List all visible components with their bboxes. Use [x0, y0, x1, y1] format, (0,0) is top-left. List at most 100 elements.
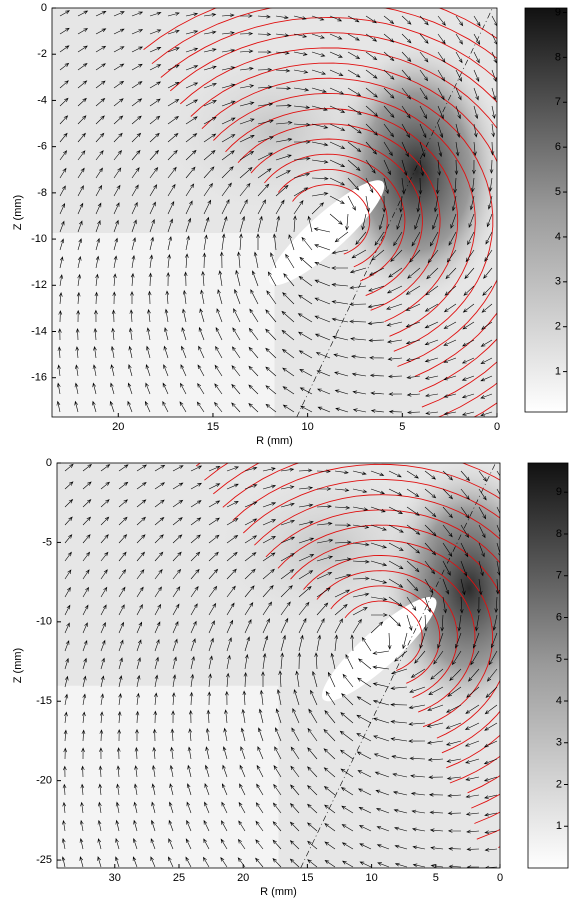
arrow [311, 176, 329, 181]
arrow [299, 369, 313, 377]
y-tick-label: -20 [36, 775, 52, 787]
arrow [352, 576, 370, 581]
arrow [111, 327, 115, 341]
arrow [207, 691, 212, 706]
arrow [232, 327, 241, 341]
arrow [220, 838, 228, 850]
arrow [261, 671, 265, 687]
colorbar-tick-label: 8 [556, 528, 562, 540]
arrow [262, 601, 273, 616]
arrow [437, 632, 444, 649]
arrow [388, 596, 403, 607]
arrow [185, 838, 192, 850]
arrow [226, 672, 230, 688]
arrow [372, 682, 390, 688]
arrow [486, 213, 493, 228]
x-tick-label: 20 [237, 872, 249, 884]
arrow [408, 722, 426, 726]
arrow [149, 64, 162, 71]
arrow [272, 802, 282, 814]
arrow [382, 195, 386, 213]
arrow [166, 272, 170, 287]
arrow [298, 570, 314, 580]
arrow [208, 673, 212, 688]
arrow [443, 303, 457, 313]
arrow [473, 105, 479, 120]
arrow [334, 634, 339, 652]
arrow [216, 308, 223, 323]
arrow [203, 150, 216, 161]
y-tick-label: -2 [37, 48, 47, 60]
arrow [490, 141, 495, 156]
arrow [314, 262, 331, 269]
arrow [97, 819, 102, 832]
arrow [495, 578, 500, 595]
arrow [316, 587, 331, 598]
arrow [314, 297, 331, 305]
x-tick-label: 10 [302, 421, 314, 433]
arrow [208, 620, 215, 634]
arrow [430, 668, 444, 680]
arrow [478, 560, 484, 577]
arrow [334, 540, 352, 545]
arrow [148, 272, 153, 287]
y-tick-label: 0 [46, 457, 52, 469]
arrow [208, 517, 220, 526]
arrow [340, 712, 354, 724]
arrow [472, 159, 476, 175]
arrow [281, 310, 295, 323]
arrow [187, 764, 192, 778]
arrow [169, 764, 174, 778]
arrow [243, 672, 248, 688]
arrow [113, 63, 125, 71]
arrow [484, 830, 498, 834]
arrow [433, 650, 444, 665]
arrow [351, 372, 367, 377]
arrow [131, 115, 142, 125]
arrow [358, 788, 372, 796]
arrow [434, 195, 439, 213]
arrow [282, 292, 295, 305]
arrow [77, 115, 87, 125]
arrow [262, 467, 276, 472]
arrow [470, 650, 480, 666]
arrow [262, 652, 267, 670]
arrow [110, 345, 115, 359]
arrow [167, 218, 173, 233]
arrow [185, 116, 198, 125]
arrow [334, 389, 349, 395]
arrow [290, 746, 300, 760]
arrow [239, 118, 255, 125]
arrow [367, 321, 385, 326]
arrow [162, 382, 169, 395]
arrow [257, 152, 274, 161]
arrow [316, 618, 325, 634]
arrow [149, 149, 160, 161]
arrow [255, 802, 264, 814]
arrow [131, 254, 136, 269]
arrow [190, 500, 202, 508]
arrow [82, 481, 92, 490]
arrow [293, 87, 310, 92]
arrow [331, 282, 349, 287]
arrow [334, 604, 348, 616]
arrow [99, 747, 103, 760]
arrow [77, 273, 81, 287]
arrow [401, 51, 412, 62]
streamline [344, 600, 423, 671]
y-tick-label: -5 [42, 536, 52, 548]
arrow [455, 141, 460, 157]
y-tick-label: 0 [41, 2, 47, 14]
arrow [64, 693, 69, 706]
arrow [95, 132, 105, 143]
arrow [298, 350, 313, 359]
arrow [219, 251, 224, 269]
colorbar-tick-label: 6 [555, 141, 561, 153]
arrow [388, 392, 403, 396]
arrow [151, 801, 156, 814]
arrow [462, 303, 475, 313]
arrow [383, 105, 395, 118]
arrow [394, 650, 408, 662]
arrow [484, 812, 498, 817]
arrow [329, 87, 345, 95]
